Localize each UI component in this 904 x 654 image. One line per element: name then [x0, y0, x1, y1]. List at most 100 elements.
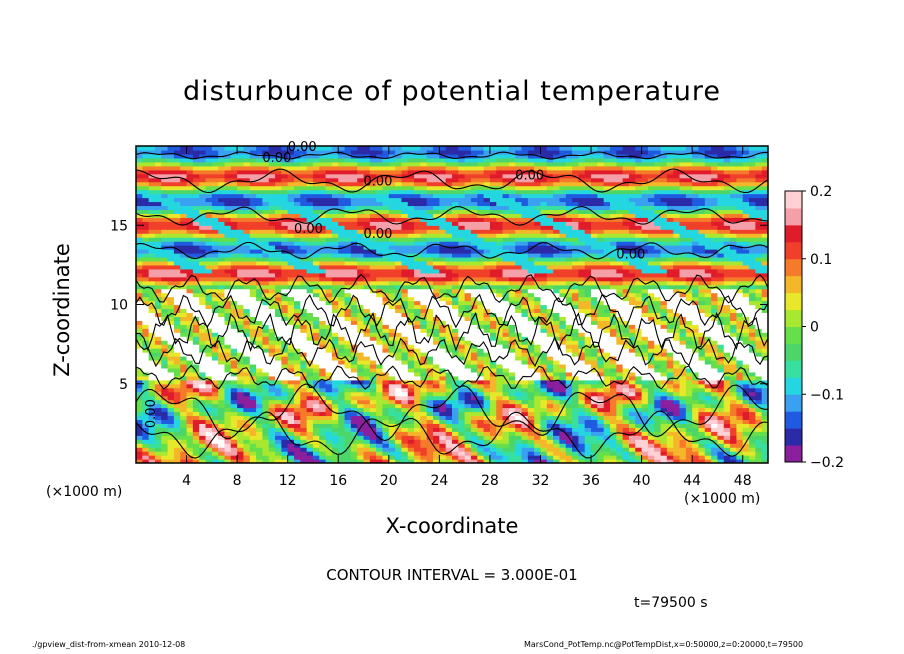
field-cell — [388, 391, 396, 397]
field-cell — [369, 348, 377, 353]
field-cell — [218, 435, 226, 440]
field-cell — [749, 399, 756, 405]
field-cell — [730, 264, 737, 270]
field-cell — [660, 371, 668, 377]
field-cell — [319, 375, 327, 381]
field-cell — [647, 383, 655, 389]
field-cell — [641, 324, 649, 329]
field-cell — [445, 312, 453, 317]
field-cell — [433, 443, 440, 448]
field-cell — [445, 427, 453, 432]
field-cell — [761, 423, 768, 428]
field-cell — [294, 268, 301, 274]
field-cell — [584, 316, 592, 321]
field-cell — [470, 459, 478, 463]
field-cell — [312, 328, 320, 333]
field-cell — [376, 280, 384, 286]
field-cell — [256, 375, 263, 381]
field-cell — [300, 443, 308, 448]
field-cell — [717, 427, 725, 432]
field-cell — [603, 415, 611, 421]
field-cell — [376, 403, 384, 409]
field-cell — [572, 427, 579, 432]
field-cell — [262, 411, 270, 417]
field-cell — [256, 312, 263, 317]
field-cell — [205, 419, 213, 424]
field-cell — [331, 332, 339, 337]
field-cell — [192, 280, 200, 286]
field-cell — [401, 363, 409, 369]
field-cell — [654, 328, 662, 333]
field-cell — [192, 443, 200, 448]
field-cell — [736, 411, 744, 417]
field-cell — [243, 292, 251, 298]
field-cell — [173, 367, 181, 373]
field-cell — [477, 411, 485, 417]
field-cell — [192, 336, 200, 341]
field-cell — [477, 356, 485, 361]
field-cell — [584, 371, 592, 377]
field-cell — [622, 383, 630, 389]
field-cell — [723, 312, 731, 317]
field-cell — [521, 344, 529, 349]
field-cell — [527, 344, 535, 349]
field-cell — [603, 431, 611, 436]
field-cell — [540, 268, 548, 274]
field-cell — [452, 399, 459, 405]
field-cell — [660, 320, 668, 325]
field-cell — [154, 284, 162, 290]
field-cell — [407, 272, 415, 278]
field-cell — [268, 371, 276, 377]
field-cell — [704, 407, 712, 413]
field-cell — [534, 403, 542, 409]
field-cell — [180, 312, 188, 317]
field-cell — [281, 296, 289, 302]
field-cell — [338, 407, 346, 413]
field-cell — [363, 284, 371, 290]
field-cell — [401, 284, 409, 290]
field-cell — [641, 443, 649, 448]
field-cell — [199, 419, 207, 424]
field-cell — [439, 407, 447, 413]
field-cell — [281, 455, 289, 460]
field-cell — [717, 451, 725, 456]
field-cell — [477, 288, 485, 294]
field-cell — [742, 447, 750, 452]
field-cell — [161, 431, 169, 436]
field-cell — [527, 359, 535, 365]
field-cell — [742, 379, 750, 385]
field-cell — [458, 447, 466, 452]
field-cell — [224, 300, 232, 306]
field-cell — [660, 451, 668, 456]
field-cell — [300, 268, 308, 274]
field-cell — [597, 276, 605, 282]
field-cell — [445, 272, 453, 278]
field-cell — [458, 431, 466, 436]
field-cell — [616, 296, 624, 302]
field-cell — [553, 367, 561, 373]
field-cell — [534, 344, 542, 349]
field-cell — [496, 272, 504, 278]
field-cell — [357, 395, 365, 401]
field-cell — [470, 332, 478, 337]
field-cell — [426, 455, 434, 460]
field-cell — [256, 356, 263, 361]
field-cell — [610, 292, 617, 298]
field-cell — [338, 292, 346, 298]
field-cell — [597, 419, 605, 424]
field-cell — [565, 359, 573, 365]
field-cell — [730, 292, 737, 298]
field-cell — [685, 391, 693, 397]
field-cell — [161, 387, 169, 393]
field-cell — [458, 296, 466, 302]
field-cell — [477, 447, 485, 452]
field-cell — [256, 443, 263, 448]
field-cell — [660, 459, 668, 463]
field-cell — [477, 308, 485, 314]
field-cell — [243, 304, 251, 310]
field-cell — [180, 328, 188, 333]
field-cell — [173, 272, 181, 278]
field-cell — [192, 447, 200, 452]
field-cell — [180, 344, 188, 349]
field-cell — [742, 367, 750, 373]
